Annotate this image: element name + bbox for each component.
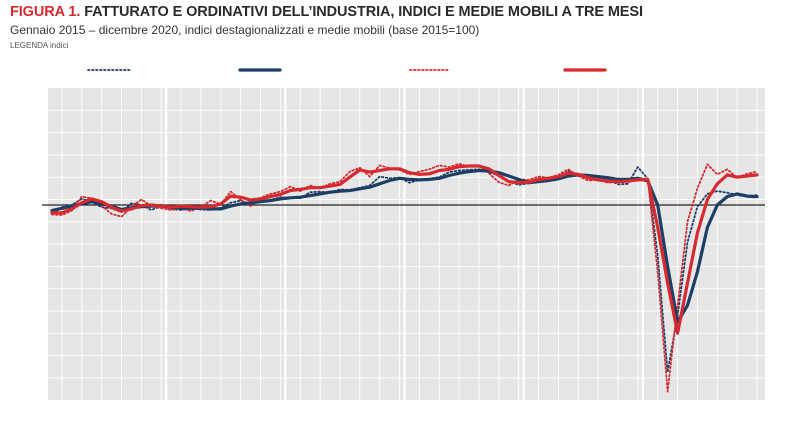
chart-title: FIGURA 1. FATTURATO E ORDINATIVI DELL’IN… (10, 4, 643, 20)
chart-subtitle: Gennaio 2015 – dicembre 2020, indici des… (10, 23, 480, 37)
legend-fragment-text: LEGENDA indici (10, 42, 69, 48)
series-layer (50, 162, 759, 393)
grid (48, 88, 765, 400)
series-line-red-solid (50, 164, 759, 335)
year-separators (165, 88, 644, 400)
chart-title-text: FATTURATO E ORDINATIVI DELL’INDUSTRIA, I… (84, 4, 643, 20)
figure-label: FIGURA 1. (10, 4, 81, 20)
